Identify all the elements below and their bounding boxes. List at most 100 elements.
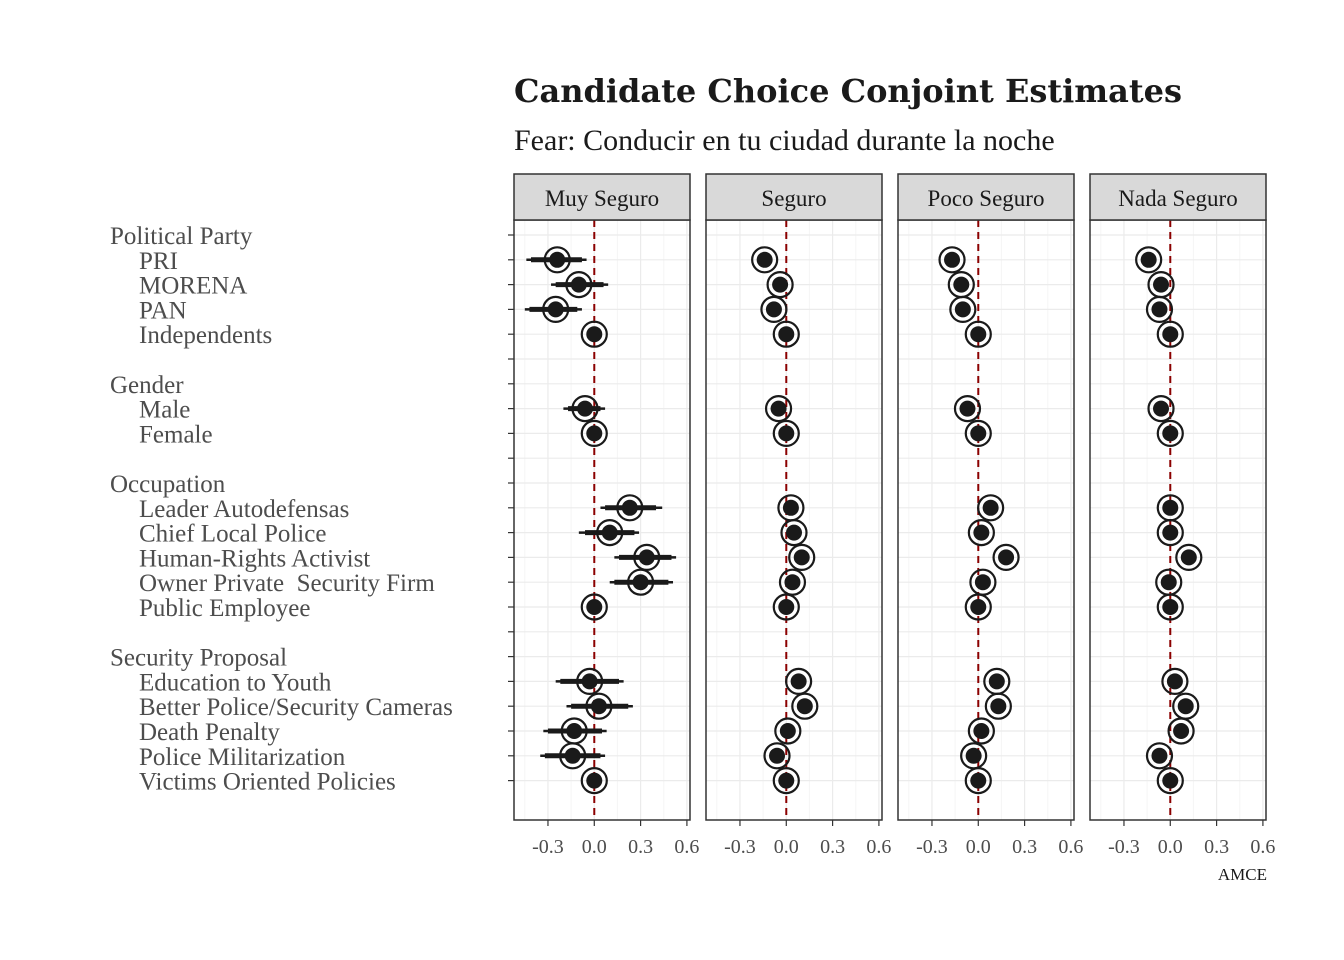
point-dot (973, 524, 990, 541)
point-dot (1177, 698, 1194, 715)
point-dot (982, 499, 999, 516)
estimate-point (969, 568, 997, 596)
point-dot (601, 524, 618, 541)
estimate-point (1156, 766, 1184, 795)
estimate-point (1167, 717, 1195, 745)
point-ring (938, 246, 966, 274)
point-ring (580, 320, 608, 348)
x-tick-label: 0.3 (820, 836, 845, 858)
point-ring (1156, 766, 1184, 795)
point-dot (765, 301, 782, 318)
point-dot (974, 574, 991, 591)
estimate-point (1156, 320, 1184, 348)
facet-strip-label: Muy Seguro (545, 186, 659, 211)
x-tick-label: 0.6 (1250, 836, 1275, 858)
point-dot (570, 276, 587, 293)
estimate-point (777, 494, 805, 522)
estimate-point (1147, 395, 1175, 423)
estimate-point (580, 419, 608, 447)
estimate-point (967, 717, 995, 745)
estimate-point (580, 766, 608, 795)
point-ring (580, 593, 608, 621)
point-ring (772, 593, 800, 621)
row-level-label: Human-Rights Activist (139, 545, 370, 572)
point-dot (779, 723, 796, 739)
point-ring (1167, 717, 1195, 745)
point-dot (1162, 425, 1179, 442)
estimate-point (609, 568, 674, 596)
estimate-point (526, 246, 587, 274)
point-ring (953, 395, 982, 423)
estimate-point (543, 717, 607, 745)
point-ring (1156, 320, 1184, 348)
x-tick-label: 0.3 (1012, 836, 1037, 858)
point-dot (586, 599, 603, 615)
row-group-label: Gender (110, 372, 184, 399)
point-ring (580, 766, 608, 795)
estimate-point (967, 518, 995, 547)
estimate-point (772, 593, 800, 621)
estimate-point (1156, 419, 1184, 447)
estimate-point (778, 568, 807, 596)
row-level-label: MORENA (139, 273, 247, 300)
estimate-point (791, 692, 819, 720)
point-dot (793, 549, 810, 566)
x-tick-label: 0.0 (582, 836, 607, 858)
point-ring (977, 494, 1005, 522)
row-group-label: Security Proposal (110, 645, 287, 672)
point-ring (571, 395, 599, 423)
facet-strip (513, 173, 691, 221)
point-ring (580, 419, 608, 447)
point-dot (581, 673, 598, 690)
point-dot (1162, 326, 1179, 343)
point-dot (944, 251, 961, 268)
point-ring (1156, 518, 1184, 547)
facet-strip-label: Poco Seguro (928, 186, 1045, 211)
point-ring (633, 543, 661, 572)
estimate-point (964, 320, 992, 348)
point-dot (621, 499, 638, 516)
estimate-point (614, 543, 677, 572)
point-ring (764, 395, 793, 423)
point-ring (1145, 742, 1174, 770)
facet-strip-label: Nada Seguro (1118, 186, 1237, 211)
point-dot (970, 599, 987, 615)
point-dot (638, 549, 655, 566)
estimate-point (764, 395, 793, 423)
row-level-label: Chief Local Police (139, 521, 326, 548)
estimate-point (774, 717, 802, 745)
estimate-point (1172, 692, 1200, 720)
point-dot (772, 276, 789, 293)
point-dot (586, 772, 603, 789)
panel-background (514, 220, 690, 820)
point-dot (1151, 301, 1168, 318)
point-dot (1153, 400, 1170, 417)
point-dot (586, 326, 603, 343)
x-tick-label: 0.0 (774, 836, 799, 858)
estimate-point (780, 518, 808, 547)
estimate-point (600, 494, 663, 522)
point-ring (542, 295, 570, 323)
row-level-label: Owner Private Security Firm (139, 570, 435, 597)
point-ring (1147, 395, 1175, 423)
estimate-point (580, 593, 608, 621)
estimate-point (1145, 742, 1174, 770)
facet-panels: Muy Seguro -0.3 0.0 0.3 0.6 Seguro -0.3 0.0 0.3 0… (513, 173, 1275, 858)
point-dot (988, 673, 1005, 690)
estimate-point (992, 543, 1020, 572)
point-dot (1180, 549, 1197, 566)
estimate-point (578, 518, 640, 547)
estimate-point (964, 593, 992, 621)
x-tick-label: -0.3 (532, 836, 564, 858)
point-dot (790, 673, 807, 690)
row-group-label: Political Party (110, 223, 253, 250)
point-ring (1161, 667, 1189, 696)
estimate-point (964, 766, 992, 795)
point-ring (1145, 295, 1174, 323)
point-dot (998, 549, 1015, 566)
point-dot (784, 574, 801, 591)
estimate-point (1175, 543, 1203, 572)
estimate-point (524, 295, 582, 323)
x-tick-label: -0.3 (916, 836, 948, 858)
